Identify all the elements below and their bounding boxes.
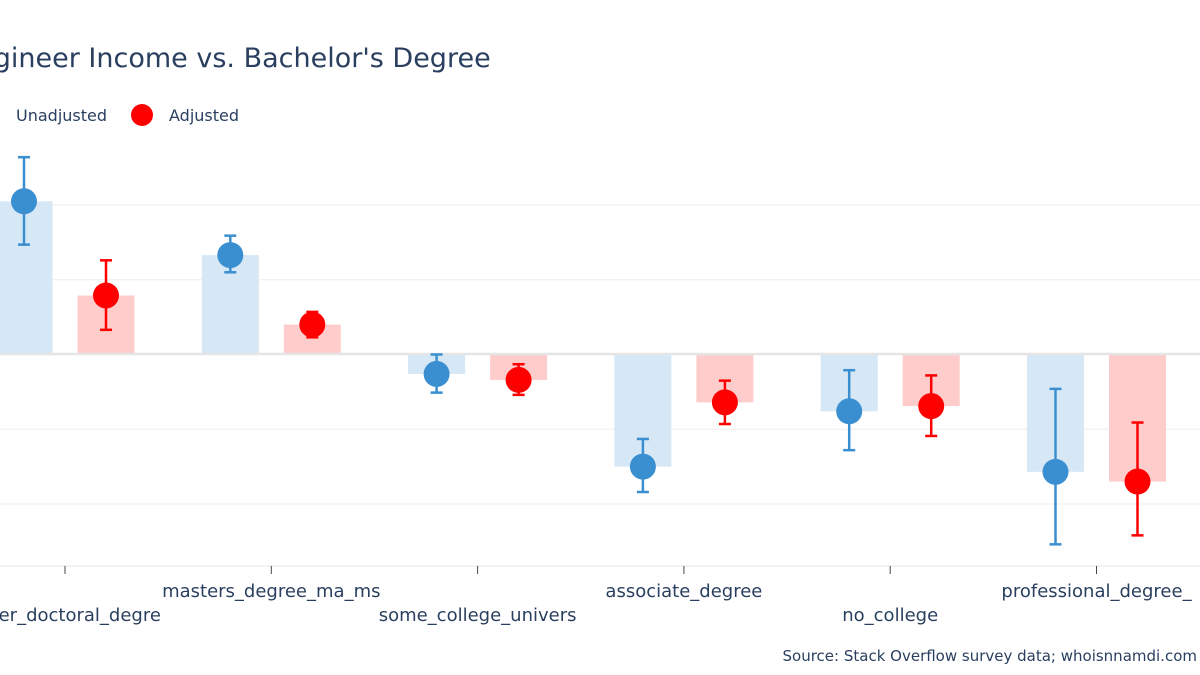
x-tick-label-no_college: no_college xyxy=(842,605,938,626)
point-adjusted-other_doctoral_degree xyxy=(93,282,119,309)
point-adjusted-masters_degree_ma_ms xyxy=(299,311,326,338)
point-unadjusted-professional_degree_jd_md xyxy=(1042,458,1069,485)
point-unadjusted-no_college xyxy=(836,398,863,425)
x-tick-label-professional_degree_jd_md: professional_degree_ xyxy=(1001,581,1192,602)
point-unadjusted-associate_degree xyxy=(629,453,656,480)
x-tick-label-some_college_university: some_college_univers xyxy=(379,605,577,626)
point-adjusted-no_college xyxy=(918,393,945,420)
legend-marker-adjusted xyxy=(131,104,153,126)
legend-label-adjusted: Adjusted xyxy=(169,106,239,125)
x-tick-label-masters_degree_ma_ms: masters_degree_ma_ms xyxy=(162,581,380,602)
error-bars xyxy=(18,155,1144,546)
point-unadjusted-some_college_university xyxy=(423,360,450,387)
legend-item-unadjusted[interactable]: Unadjusted xyxy=(0,104,107,126)
legend-label-unadjusted: Unadjusted xyxy=(16,106,107,125)
point-adjusted-professional_degree_jd_md xyxy=(1124,468,1151,495)
chart-title: Software Engineer Income vs. Bachelor's … xyxy=(0,43,491,74)
legend-item-adjusted[interactable]: Adjusted xyxy=(131,104,239,126)
points xyxy=(11,188,1151,495)
x-tick-label-associate_degree: associate_degree xyxy=(605,581,762,602)
grid xyxy=(0,204,1200,505)
x-axis-ticks: other_doctoral_degremasters_degree_ma_ms… xyxy=(0,566,1193,626)
point-adjusted-associate_degree xyxy=(711,389,738,416)
legend[interactable]: Unadjusted Adjusted xyxy=(0,104,239,126)
point-unadjusted-other_doctoral_degree xyxy=(11,188,37,215)
source-note: Source: Stack Overflow survey data; whoi… xyxy=(783,647,1197,665)
point-adjusted-some_college_university xyxy=(505,366,532,393)
bar-unadjusted-other_doctoral_degree xyxy=(0,201,53,355)
x-tick-label-other_doctoral_degree: other_doctoral_degre xyxy=(0,605,161,626)
bars xyxy=(0,201,1166,482)
point-unadjusted-masters_degree_ma_ms xyxy=(217,242,244,269)
